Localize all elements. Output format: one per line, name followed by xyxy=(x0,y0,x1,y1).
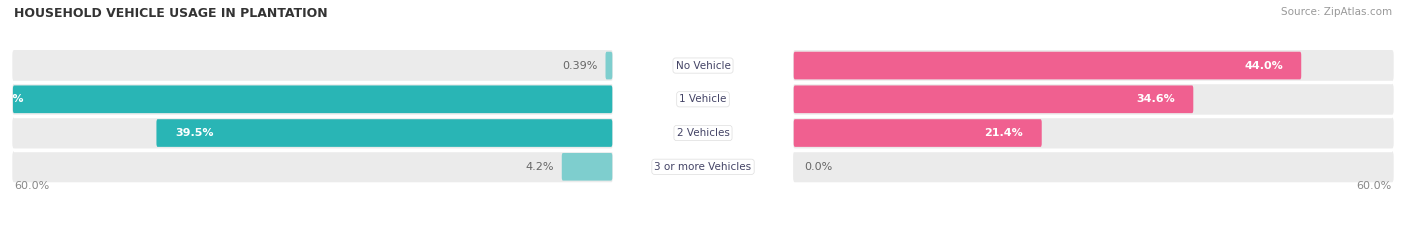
Text: 3 or more Vehicles: 3 or more Vehicles xyxy=(654,162,752,172)
Text: 60.0%: 60.0% xyxy=(1357,181,1392,191)
Text: 0.39%: 0.39% xyxy=(562,61,598,71)
FancyBboxPatch shape xyxy=(13,50,613,81)
Text: No Vehicle: No Vehicle xyxy=(675,61,731,71)
Text: 1 Vehicle: 1 Vehicle xyxy=(679,94,727,104)
Text: 44.0%: 44.0% xyxy=(1244,61,1282,71)
FancyBboxPatch shape xyxy=(13,84,613,115)
FancyBboxPatch shape xyxy=(13,151,613,182)
FancyBboxPatch shape xyxy=(13,117,613,149)
FancyBboxPatch shape xyxy=(793,151,1393,182)
Text: Source: ZipAtlas.com: Source: ZipAtlas.com xyxy=(1281,7,1392,17)
FancyBboxPatch shape xyxy=(562,153,612,181)
FancyBboxPatch shape xyxy=(606,52,612,79)
Text: 60.0%: 60.0% xyxy=(14,181,49,191)
FancyBboxPatch shape xyxy=(13,86,612,113)
FancyBboxPatch shape xyxy=(156,119,612,147)
FancyBboxPatch shape xyxy=(794,52,1301,79)
Text: 0.0%: 0.0% xyxy=(804,162,832,172)
Text: HOUSEHOLD VEHICLE USAGE IN PLANTATION: HOUSEHOLD VEHICLE USAGE IN PLANTATION xyxy=(14,7,328,20)
Text: 56.0%: 56.0% xyxy=(0,94,24,104)
FancyBboxPatch shape xyxy=(793,50,1393,81)
FancyBboxPatch shape xyxy=(794,119,1042,147)
FancyBboxPatch shape xyxy=(794,86,1194,113)
Text: 34.6%: 34.6% xyxy=(1136,94,1175,104)
FancyBboxPatch shape xyxy=(793,117,1393,149)
FancyBboxPatch shape xyxy=(793,84,1393,115)
Text: 4.2%: 4.2% xyxy=(526,162,554,172)
Legend: Owner-occupied, Renter-occupied: Owner-occupied, Renter-occupied xyxy=(575,230,831,233)
Text: 21.4%: 21.4% xyxy=(984,128,1024,138)
Text: 39.5%: 39.5% xyxy=(174,128,214,138)
Text: 2 Vehicles: 2 Vehicles xyxy=(676,128,730,138)
